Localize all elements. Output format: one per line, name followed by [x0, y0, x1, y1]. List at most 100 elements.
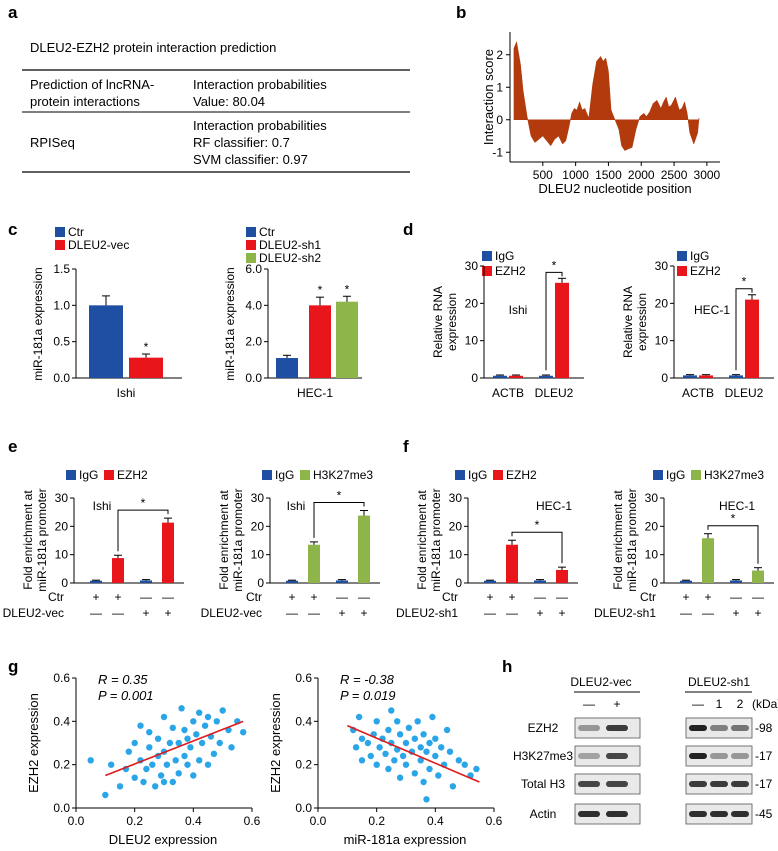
- y-tick-label: 0: [61, 576, 68, 590]
- scatter-point: [140, 778, 147, 786]
- panel-label-b: b: [456, 3, 466, 22]
- blot-band: [689, 753, 707, 759]
- legend-label: DLEU2-sh2: [259, 251, 321, 265]
- condition-mark: —: [506, 606, 518, 620]
- scatter-point: [423, 748, 430, 755]
- scatter-point: [358, 757, 366, 764]
- kda-marker: -17: [755, 777, 773, 791]
- scatter-point: [102, 791, 109, 799]
- scatter-point: [146, 744, 153, 751]
- y-tick-label: 0.0: [295, 801, 312, 815]
- panel-label-e: e: [8, 437, 17, 456]
- blot-group-sh1: DLEU2-sh1: [688, 675, 750, 689]
- significance-star: *: [337, 488, 342, 502]
- scatter-point: [125, 748, 132, 755]
- blot-frame: [685, 745, 753, 767]
- y-tick-label: 0.0: [53, 801, 70, 815]
- y-axis-label: miR-181a promoter: [429, 488, 443, 591]
- condition-mark: +: [486, 590, 493, 604]
- y-axis-label: Relative RNA: [431, 286, 445, 358]
- y-axis-label: expression: [445, 293, 459, 351]
- condition-label: Ctr: [48, 590, 64, 604]
- x-tick-label: 1000: [562, 168, 589, 182]
- y-tick-label: 0.4: [53, 714, 70, 728]
- bar: [484, 580, 496, 583]
- legend-swatch: [482, 266, 492, 276]
- scatter-point: [435, 772, 442, 779]
- blot-band: [731, 753, 749, 759]
- scatter-point: [405, 724, 413, 731]
- legend-label: H3K27me3: [704, 468, 764, 482]
- y-tick-label: 0: [661, 371, 668, 385]
- scatter-point: [388, 707, 395, 714]
- kda-unit: (kDa): [752, 697, 778, 711]
- lane-label: 1: [716, 697, 723, 711]
- y-axis-label: Fold enrichment at: [415, 490, 429, 590]
- y-axis-label: miR-181a promoter: [231, 488, 245, 591]
- scatter-point: [108, 761, 115, 768]
- x-tick-label: 2500: [661, 168, 688, 182]
- scatter-point: [402, 761, 410, 768]
- scatter-point: [449, 783, 457, 790]
- y-tick-label: 20: [645, 519, 659, 533]
- panel-label-d: d: [403, 220, 413, 239]
- scatter-point: [394, 718, 401, 725]
- bar: [729, 375, 743, 378]
- scatter-point: [213, 718, 220, 725]
- condition-mark: +: [142, 606, 149, 620]
- scatter-point: [411, 735, 418, 742]
- chart-f1: IgG EZH2 0 10 20 30 * HEC-1 Ctr + + — — DLEU2-sh1 — — + +…: [396, 468, 578, 620]
- scatter-point: [373, 718, 380, 725]
- legend-label: Ctr: [68, 225, 84, 239]
- bar: [112, 558, 124, 583]
- scatter-point: [376, 744, 383, 751]
- bar: [506, 544, 518, 583]
- significance-star: *: [731, 512, 736, 526]
- condition-mark: +: [164, 606, 171, 620]
- y-axis-label: Relative RNA: [621, 286, 635, 358]
- scatter-point: [228, 744, 235, 751]
- blot-band: [578, 725, 600, 731]
- y-tick-label: 30: [251, 491, 265, 505]
- condition-mark: +: [536, 606, 543, 620]
- x-tick-label: 0.6: [486, 814, 503, 828]
- scatter-point: [429, 713, 436, 721]
- legend-swatch: [691, 470, 701, 480]
- scatter-point: [154, 735, 162, 742]
- blot-band: [710, 781, 728, 787]
- cell-line-label: HEC-1: [536, 499, 572, 513]
- scatter-point: [414, 718, 421, 725]
- scatter-point: [352, 744, 360, 751]
- scatter-point: [172, 757, 179, 764]
- bar: [90, 580, 102, 583]
- bar: [702, 538, 714, 583]
- scatter-point: [163, 761, 171, 768]
- bar: [539, 375, 553, 378]
- x-tick-label: 1500: [595, 168, 622, 182]
- y-tick-label: 0.6: [295, 671, 312, 685]
- bar: [162, 522, 174, 583]
- bar: [745, 299, 759, 378]
- p-value: P = 0.001: [98, 688, 154, 703]
- condition-mark: —: [140, 590, 152, 604]
- y-tick-label: 30: [655, 259, 669, 273]
- legend-swatch: [300, 470, 310, 480]
- y-tick-label: 20: [449, 519, 463, 533]
- condition-mark: —: [534, 590, 546, 604]
- bar: [358, 515, 370, 583]
- scatter-point: [131, 739, 138, 747]
- panel-label-c: c: [8, 220, 17, 239]
- condition-mark: +: [732, 606, 739, 620]
- y-tick-label: 20: [251, 519, 265, 533]
- cell-line-label: HEC-1: [719, 499, 755, 513]
- scatter-point: [402, 739, 410, 747]
- blot-band: [731, 811, 749, 817]
- x-tick-label: 500: [533, 168, 553, 182]
- scatter-point: [461, 761, 468, 768]
- condition-mark: +: [114, 590, 121, 604]
- condition-mark: —: [730, 590, 742, 604]
- table-method-1a: Prediction of lncRNA-: [30, 77, 154, 92]
- y-axis-label: miR-181a promoter: [625, 488, 639, 591]
